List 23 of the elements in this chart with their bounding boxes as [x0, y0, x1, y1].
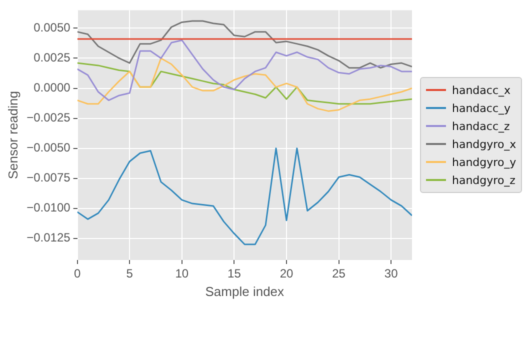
- legend-label: handacc_y: [452, 102, 511, 115]
- legend-label: handgyro_z: [452, 174, 516, 187]
- y-tick-label: −0.0075: [26, 170, 71, 185]
- y-axis-title: Sensor reading: [5, 91, 20, 180]
- x-tick-label: 20: [280, 266, 294, 281]
- y-tick-label: −0.0100: [26, 200, 71, 215]
- x-tick-label: 25: [332, 266, 346, 281]
- y-tick-label: 0.0050: [34, 20, 71, 35]
- x-tick-label: 0: [74, 266, 81, 281]
- y-tick-label: −0.0025: [26, 110, 71, 125]
- y-tick-label: 0.0000: [34, 80, 71, 95]
- y-tick-label: −0.0050: [26, 140, 71, 155]
- legend-label: handgyro_y: [452, 156, 516, 169]
- x-tick-label: 10: [175, 266, 189, 281]
- x-axis-title: Sample index: [205, 284, 285, 299]
- x-tick-label: 5: [126, 266, 134, 281]
- legend-label: handgyro_x: [452, 138, 516, 151]
- legend-label: handacc_z: [452, 120, 510, 133]
- x-tick-label: 30: [384, 266, 398, 281]
- y-tick-label: −0.0125: [26, 230, 71, 245]
- legend-label: handacc_x: [452, 84, 511, 97]
- y-tick-label: 0.0025: [34, 50, 71, 65]
- x-tick-label: 15: [228, 266, 242, 281]
